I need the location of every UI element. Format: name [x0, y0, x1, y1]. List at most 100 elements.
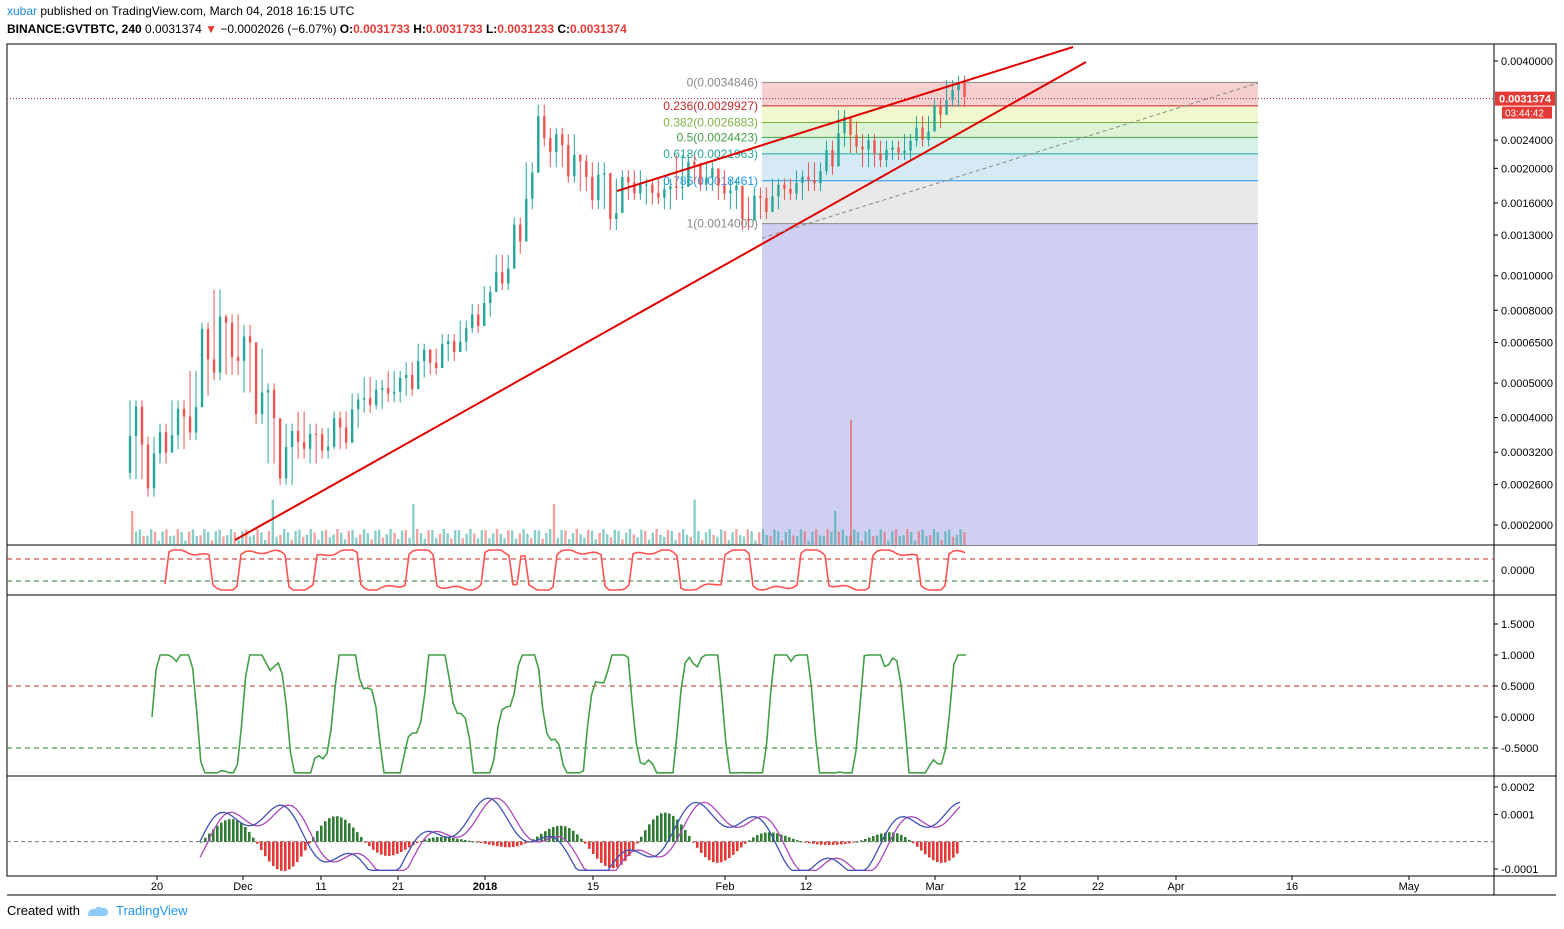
- volume-bar: [708, 529, 711, 545]
- candle-body: [537, 116, 540, 173]
- macd-histogram-bar: [572, 830, 575, 842]
- candle-body: [675, 186, 678, 188]
- volume-bar: [773, 529, 776, 545]
- volume-bar: [446, 533, 449, 545]
- volume-bar: [651, 532, 654, 545]
- volume-bar: [841, 529, 844, 545]
- candle-body: [465, 328, 468, 342]
- osc2-line: [151, 654, 966, 774]
- macd-histogram-bar: [252, 837, 255, 842]
- volume-bar: [199, 535, 202, 545]
- volume-bar: [796, 536, 799, 545]
- volume-bar: [883, 531, 886, 545]
- volume-bar: [803, 531, 806, 545]
- candle-body: [819, 171, 822, 184]
- symbol-name[interactable]: BINANCE:GVTBTC, 240: [7, 22, 142, 36]
- volume-bar: [663, 537, 666, 545]
- volume-bar: [165, 529, 168, 545]
- macd-histogram-bar: [900, 834, 903, 842]
- macd-histogram-bar: [576, 834, 579, 842]
- macd-histogram-bar: [516, 841, 519, 847]
- osc1-tick-label: 0.0000: [1501, 565, 1535, 577]
- volume-bar: [575, 529, 578, 545]
- fib-level-label: 0.236(0.0029927): [663, 99, 758, 113]
- macd-tick-label: -0.0001: [1501, 864, 1538, 876]
- macd-histogram-bar: [712, 841, 715, 863]
- macd-histogram-bar: [828, 841, 831, 845]
- volume-bar: [264, 539, 267, 545]
- macd-histogram-bar: [444, 837, 447, 842]
- macd-histogram-bar: [268, 841, 271, 862]
- volume-bar: [157, 540, 160, 545]
- macd-histogram-bar: [368, 841, 371, 847]
- macd-histogram-bar: [704, 841, 707, 858]
- macd-histogram-bar: [864, 839, 867, 842]
- macd-histogram-bar: [460, 839, 463, 842]
- volume-bar: [252, 534, 255, 545]
- macd-histogram-bar: [400, 841, 403, 852]
- volume-bar: [951, 536, 955, 545]
- macd-histogram-bar: [296, 841, 299, 863]
- candle-body: [368, 398, 372, 406]
- candle-body: [356, 399, 360, 410]
- candle-body: [290, 430, 294, 448]
- candle-body: [350, 409, 354, 443]
- volume-bar: [689, 536, 692, 545]
- macd-histogram-bar: [452, 838, 455, 842]
- candle-body: [579, 154, 582, 162]
- volume-bar: [469, 529, 472, 545]
- candle-body: [939, 105, 942, 115]
- macd-histogram-bar: [560, 825, 563, 842]
- macd-histogram-bar: [768, 832, 771, 842]
- macd-histogram-bar: [636, 841, 639, 844]
- tradingview-link[interactable]: TradingView: [115, 903, 188, 918]
- volume-bar: [632, 534, 635, 545]
- volume-bar: [214, 531, 217, 545]
- macd-histogram-bar: [356, 832, 359, 842]
- candle-body: [831, 150, 834, 167]
- volume-bar: [450, 538, 453, 545]
- volume-bar: [826, 529, 829, 545]
- volume-bar: [860, 540, 863, 545]
- volume-bar: [332, 534, 335, 545]
- author-name[interactable]: xubar: [7, 4, 38, 18]
- candle-body: [633, 182, 636, 194]
- volume-bar: [564, 530, 567, 545]
- last-price: 0.0031374: [145, 22, 202, 36]
- candle-body: [825, 150, 828, 172]
- macd-tick-label: 0.0001: [1501, 809, 1535, 821]
- volume-bar: [902, 535, 905, 545]
- macd-histogram-bar: [740, 841, 743, 848]
- high-value: 0.0031733: [425, 22, 483, 36]
- macd-histogram-bar: [880, 833, 883, 842]
- fib-zone: [762, 82, 1258, 106]
- macd-histogram-bar: [732, 841, 735, 855]
- volume-bar: [685, 534, 689, 545]
- volume-bar: [347, 530, 350, 545]
- candle-body: [717, 168, 720, 186]
- volume-bar: [921, 529, 924, 545]
- macd-histogram-bar: [520, 841, 523, 846]
- macd-histogram-bar: [432, 837, 435, 842]
- macd-histogram-bar: [276, 841, 279, 870]
- price-change: −0.0002026 (−6.07%): [220, 22, 337, 36]
- volume-bar: [906, 529, 909, 545]
- candle-body: [705, 177, 708, 185]
- macd-histogram-bar: [912, 841, 915, 844]
- volume-bar: [606, 534, 609, 545]
- macd-histogram-bar: [736, 841, 739, 852]
- macd-histogram-bar: [896, 833, 899, 842]
- published-text: published on TradingView.com, March 04, …: [40, 4, 355, 18]
- candle-body: [591, 176, 594, 201]
- macd-histogram-bar: [524, 841, 527, 844]
- candle-body: [951, 90, 954, 101]
- time-tick-label: 22: [1092, 881, 1104, 893]
- osc1-line: [164, 549, 966, 591]
- macd-histogram-bar: [788, 837, 791, 842]
- volume-bar: [674, 539, 677, 545]
- volume-bar: [621, 539, 624, 545]
- time-tick-label: 20: [151, 881, 163, 893]
- macd-histogram-bar: [584, 841, 587, 844]
- macd-histogram-bar: [676, 819, 679, 842]
